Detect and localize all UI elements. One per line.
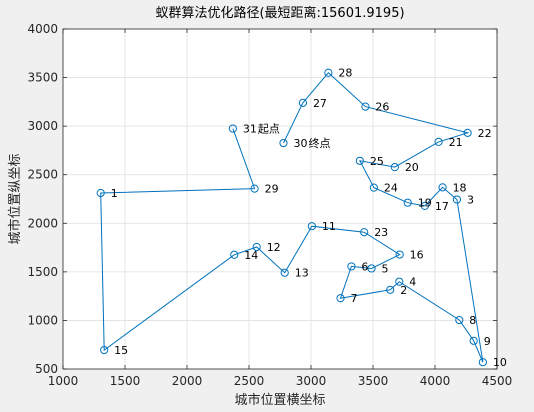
city-marker	[395, 250, 404, 259]
city-label: 11	[322, 220, 336, 233]
city-marker	[347, 262, 356, 271]
city-annotation: 起点	[258, 123, 280, 136]
city-label: 27	[313, 97, 327, 110]
city-marker	[298, 98, 308, 107]
route-layer	[100, 71, 484, 363]
city-marker	[452, 195, 462, 204]
plot-frame	[62, 28, 498, 370]
city-label: 7	[351, 292, 358, 305]
city-marker	[96, 188, 105, 198]
city-marker	[403, 198, 412, 207]
city-marker	[250, 184, 259, 193]
city-marker	[478, 358, 487, 367]
grid	[63, 29, 497, 369]
city-label: 12	[267, 241, 281, 254]
y-tick-label: 3000	[27, 119, 58, 133]
city-label: 24	[384, 182, 398, 195]
y-tick-label: 500	[35, 362, 58, 376]
city-label: 30	[293, 137, 307, 150]
city-label: 21	[449, 136, 463, 149]
x-tick-label: 4500	[482, 374, 513, 388]
x-tick-label: 1000	[48, 374, 79, 388]
city-marker	[336, 294, 345, 303]
city-marker	[386, 285, 395, 294]
city-label: 31	[243, 123, 257, 136]
city-markers	[96, 68, 487, 367]
city-marker	[279, 138, 288, 148]
x-tick-label: 2000	[172, 374, 203, 388]
y-tick-label: 1000	[27, 313, 58, 327]
city-labels: 1234567891011121314151617181920212223242…	[111, 67, 507, 369]
city-marker	[100, 345, 109, 355]
city-marker	[252, 242, 261, 252]
city-label: 29	[265, 183, 279, 196]
city-marker	[455, 315, 464, 325]
city-label: 8	[469, 314, 476, 327]
x-tick-label: 1500	[110, 374, 141, 388]
city-label: 6	[361, 260, 368, 273]
y-tick-label: 3500	[27, 71, 58, 85]
city-label: 13	[295, 267, 309, 280]
y-tick-label: 2000	[27, 216, 58, 230]
city-label: 10	[493, 356, 507, 369]
city-marker	[463, 128, 472, 137]
city-label: 3	[467, 194, 474, 207]
city-marker	[230, 250, 239, 259]
axis-ticks: 1000 1500 2000 2500 3000 3500 4000 450050010001…	[27, 22, 512, 388]
city-label: 20	[405, 161, 419, 174]
city-label: 2	[400, 284, 407, 297]
city-marker	[469, 336, 478, 345]
city-marker	[369, 183, 378, 192]
city-label: 23	[374, 226, 388, 239]
x-tick-label: 3000	[296, 374, 327, 388]
x-tick-label: 3500	[358, 374, 389, 388]
city-label: 25	[370, 155, 384, 168]
y-tick-label: 4000	[27, 22, 58, 36]
city-marker	[360, 228, 369, 237]
city-label: 17	[435, 200, 449, 213]
city-marker	[395, 277, 404, 286]
city-label: 16	[410, 249, 424, 262]
city-marker	[367, 264, 376, 273]
city-label: 18	[453, 181, 467, 194]
city-label: 22	[478, 127, 492, 140]
x-axis-label: 城市位置横坐标	[234, 392, 325, 408]
city-marker	[361, 102, 370, 111]
city-label: 26	[375, 101, 389, 114]
city-marker	[280, 268, 289, 277]
y-axis-label: 城市位置纵坐标	[7, 153, 23, 244]
city-label: 28	[338, 67, 352, 80]
city-label: 14	[244, 249, 258, 262]
route-line	[100, 71, 484, 363]
y-tick-label: 2500	[27, 168, 58, 182]
city-marker	[438, 183, 447, 192]
city-annotation: 终点	[308, 136, 330, 150]
city-label: 4	[409, 276, 416, 289]
city-marker	[324, 68, 333, 77]
city-marker	[355, 156, 364, 165]
city-marker	[307, 222, 316, 231]
city-label: 15	[114, 344, 128, 357]
x-tick-label: 2500	[234, 374, 265, 388]
city-marker	[434, 137, 443, 146]
x-tick-label: 4000	[420, 374, 451, 388]
city-label: 19	[418, 197, 432, 210]
city-label: 9	[484, 335, 491, 348]
city-marker	[390, 163, 399, 172]
city-marker	[228, 124, 237, 133]
city-label: 1	[111, 187, 118, 200]
city-marker	[420, 201, 429, 210]
city-label: 5	[382, 262, 389, 275]
chart-title: 蚁群算法优化路径(最短距离:15601.9195)	[155, 5, 404, 21]
y-tick-label: 1500	[27, 265, 58, 279]
plot-area	[63, 29, 497, 369]
